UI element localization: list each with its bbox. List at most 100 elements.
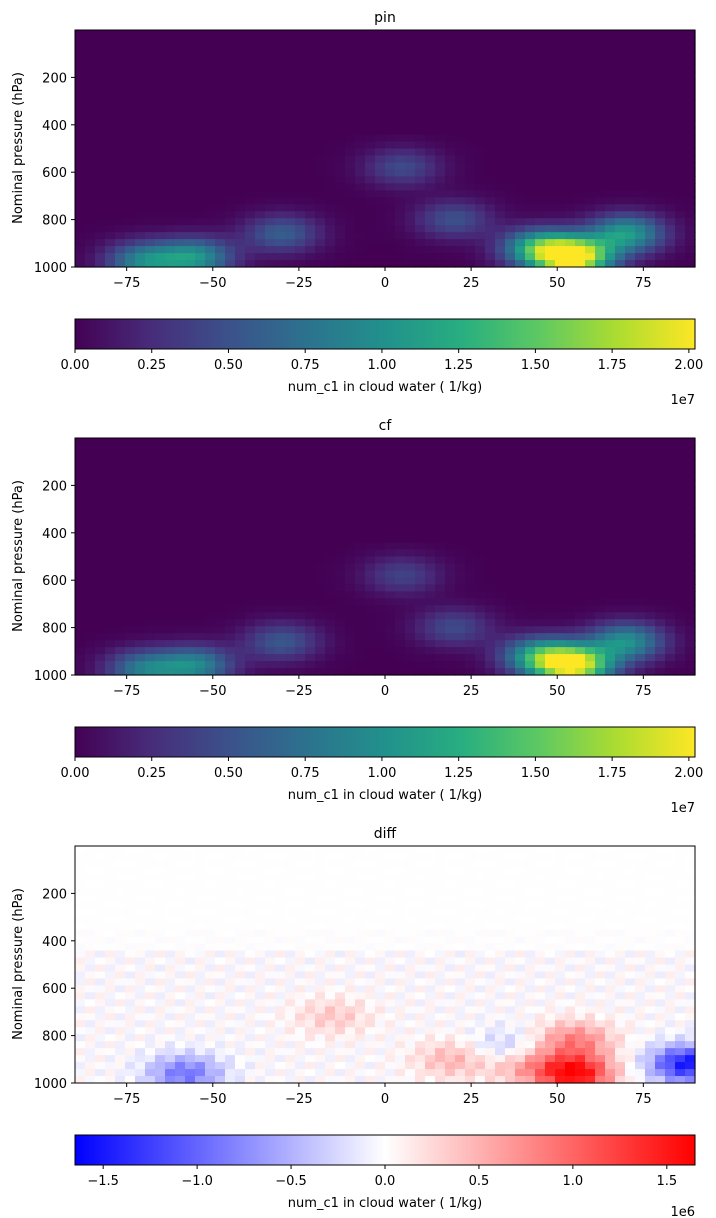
heatmap-cell bbox=[215, 253, 226, 261]
heatmap-cell bbox=[665, 852, 676, 861]
heatmap-cell bbox=[275, 535, 286, 544]
heatmap-cell bbox=[625, 99, 636, 108]
heatmap-cell bbox=[155, 183, 166, 191]
heatmap-cell bbox=[85, 500, 96, 509]
heatmap-cell bbox=[145, 894, 156, 903]
heatmap-cell bbox=[615, 598, 626, 606]
heatmap-cell bbox=[115, 563, 126, 572]
heatmap-cell bbox=[385, 486, 396, 495]
heatmap-cell bbox=[685, 563, 696, 572]
heatmap-cell bbox=[305, 846, 316, 854]
heatmap-cell bbox=[655, 127, 666, 136]
heatmap-cell bbox=[125, 612, 136, 620]
heatmap-cell bbox=[125, 563, 136, 572]
heatmap-cell bbox=[495, 479, 506, 488]
heatmap-cell bbox=[335, 120, 346, 129]
heatmap-cell bbox=[75, 134, 86, 143]
heatmap-cell bbox=[265, 887, 276, 896]
heatmap-cell bbox=[535, 176, 546, 184]
heatmap-cell bbox=[185, 507, 196, 516]
heatmap-cell bbox=[235, 880, 246, 889]
heatmap-cell bbox=[465, 556, 476, 565]
heatmap-cell bbox=[555, 36, 566, 45]
heatmap-cell bbox=[245, 64, 256, 73]
heatmap-cell bbox=[95, 78, 106, 87]
heatmap-cell bbox=[255, 458, 266, 467]
heatmap-cell bbox=[155, 570, 166, 579]
heatmap-cell bbox=[95, 887, 106, 896]
heatmap-cell bbox=[285, 99, 296, 108]
heatmap-cell bbox=[525, 113, 536, 122]
heatmap-cell bbox=[75, 549, 86, 558]
heatmap-cell bbox=[685, 556, 696, 565]
heatmap-cell bbox=[85, 43, 96, 52]
heatmap-cell bbox=[215, 612, 226, 620]
heatmap-cell bbox=[585, 458, 596, 467]
heatmap-cell bbox=[495, 521, 506, 530]
heatmap-cell bbox=[455, 661, 466, 669]
heatmap-cell bbox=[615, 859, 626, 868]
heatmap-cell bbox=[405, 465, 416, 474]
heatmap-cell bbox=[155, 85, 166, 94]
heatmap-cell bbox=[515, 605, 526, 613]
heatmap-cell bbox=[495, 873, 506, 882]
heatmap-cell bbox=[275, 577, 286, 585]
heatmap-cell bbox=[185, 451, 196, 460]
heatmap-cell bbox=[75, 640, 86, 648]
heatmap-cell bbox=[225, 113, 236, 122]
heatmap-cell bbox=[545, 915, 556, 924]
heatmap-cell bbox=[655, 852, 666, 861]
heatmap-cell bbox=[395, 50, 406, 59]
heatmap-cell bbox=[225, 162, 236, 171]
heatmap-cell bbox=[115, 486, 126, 495]
heatmap-cell bbox=[115, 239, 126, 247]
heatmap-cell bbox=[475, 880, 486, 889]
heatmap-cell bbox=[135, 57, 146, 66]
heatmap-cell bbox=[635, 908, 646, 917]
heatmap-cell bbox=[355, 190, 366, 198]
heatmap-cell bbox=[325, 211, 336, 219]
heatmap-cell bbox=[485, 542, 496, 551]
heatmap-cell bbox=[485, 458, 496, 467]
heatmap-cell bbox=[315, 43, 326, 52]
heatmap-cell bbox=[255, 239, 266, 247]
heatmap-cell bbox=[315, 521, 326, 530]
heatmap-cell bbox=[405, 30, 416, 38]
heatmap-cell bbox=[665, 668, 676, 676]
heatmap-cell bbox=[455, 846, 466, 854]
heatmap-cell bbox=[135, 71, 146, 80]
heatmap-cell bbox=[545, 134, 556, 143]
heatmap-cell bbox=[665, 127, 676, 136]
heatmap-cell bbox=[325, 846, 336, 854]
heatmap-cell bbox=[595, 668, 606, 676]
heatmap-cell bbox=[595, 30, 606, 38]
heatmap-cell bbox=[555, 654, 566, 662]
heatmap-cell bbox=[95, 570, 106, 579]
heatmap-cell bbox=[275, 640, 286, 648]
heatmap-cell bbox=[565, 570, 576, 579]
heatmap-cell bbox=[565, 647, 576, 655]
heatmap-cell bbox=[295, 85, 306, 94]
heatmap-cell bbox=[215, 577, 226, 585]
heatmap-cell bbox=[135, 535, 146, 544]
heatmap-cell bbox=[505, 85, 516, 94]
heatmap-cell bbox=[345, 633, 356, 641]
heatmap-cell bbox=[545, 493, 556, 502]
heatmap-cell bbox=[445, 577, 456, 585]
colorbar-tick-label: 0.25 bbox=[137, 358, 166, 373]
heatmap-cell bbox=[515, 549, 526, 558]
heatmap-cell bbox=[615, 106, 626, 115]
heatmap-cell bbox=[195, 619, 206, 627]
heatmap-cell bbox=[375, 535, 386, 544]
heatmap-cell bbox=[515, 626, 526, 634]
heatmap-cell bbox=[305, 113, 316, 122]
heatmap-cell bbox=[625, 605, 636, 613]
heatmap-cell bbox=[375, 438, 386, 446]
heatmap-cell bbox=[455, 880, 466, 889]
heatmap-cell bbox=[375, 36, 386, 45]
heatmap-cell bbox=[235, 36, 246, 45]
heatmap-cell bbox=[605, 239, 616, 247]
heatmap-cell bbox=[175, 563, 186, 572]
heatmap-cell bbox=[655, 500, 666, 509]
heatmap-cell bbox=[135, 169, 146, 177]
